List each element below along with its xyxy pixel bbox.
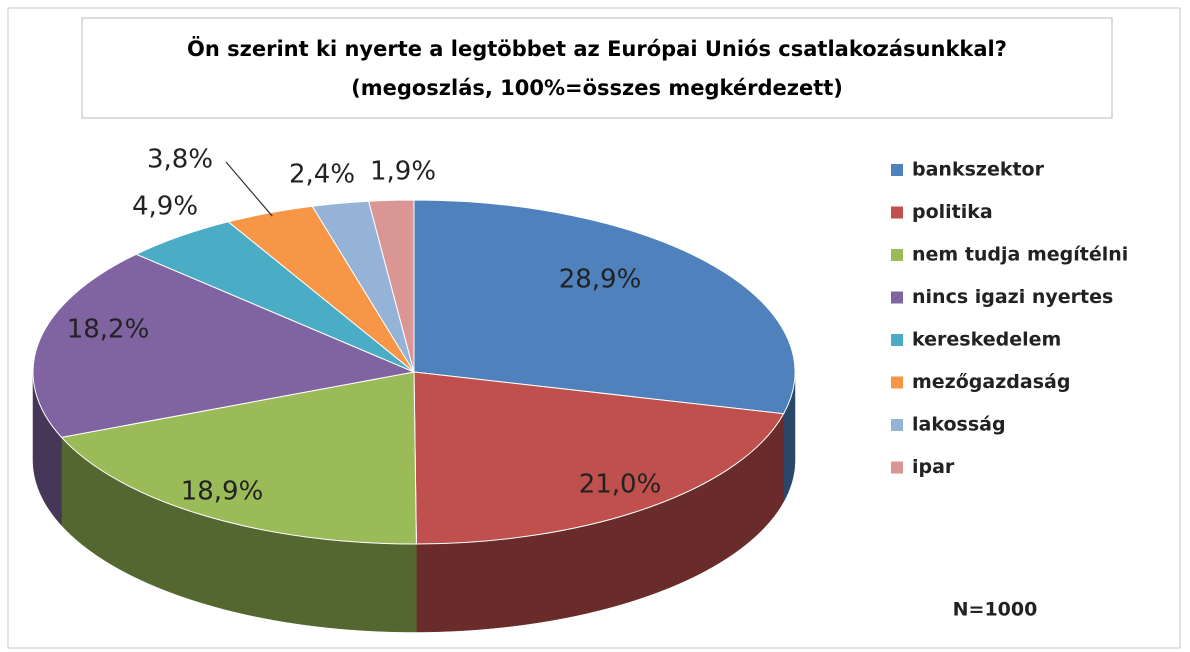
legend-swatch	[891, 419, 903, 431]
data-label: 3,8%	[147, 145, 213, 175]
legend-swatch	[891, 334, 903, 346]
legend-swatch	[891, 206, 903, 219]
legend-label: mezőgazdaság	[912, 371, 1070, 393]
legend-label: kereskedelem	[912, 329, 1061, 351]
legend-label: bankszektor	[912, 159, 1045, 181]
pie-slice	[60, 371, 417, 545]
legend-swatch	[891, 249, 903, 261]
annotation: N=1000	[953, 599, 1038, 621]
legend-swatch	[891, 291, 903, 304]
legend-swatch	[891, 376, 903, 389]
data-label: 21,0%	[579, 470, 662, 500]
pie-slice	[32, 253, 416, 438]
leader-line	[225, 161, 273, 217]
data-label: 4,9%	[132, 192, 198, 222]
legend-label: ipar	[912, 456, 955, 478]
pie-slice	[413, 199, 796, 415]
legend-label: nem tudja megítélni	[912, 244, 1128, 266]
legend-label: nincs igazi nyertes	[912, 286, 1113, 308]
data-label: 18,9%	[181, 477, 264, 507]
data-label: 28,9%	[559, 265, 642, 295]
data-label: 2,4%	[289, 160, 355, 190]
legend-swatch	[891, 461, 903, 474]
chart-subtitle: (megoszlás, 100%=összes megkérdezett)	[351, 76, 843, 100]
chart-title: Ön szerint ki nyerte a legtöbbet az Euró…	[187, 36, 1007, 61]
title-box	[81, 17, 1113, 119]
legend-label: politika	[912, 201, 993, 223]
legend-swatch	[891, 164, 903, 176]
pie-slice	[367, 199, 415, 373]
legend-label: lakosság	[912, 414, 1006, 436]
data-label: 18,2%	[67, 315, 150, 345]
data-label: 1,9%	[370, 157, 436, 187]
pie-slice	[413, 371, 785, 545]
